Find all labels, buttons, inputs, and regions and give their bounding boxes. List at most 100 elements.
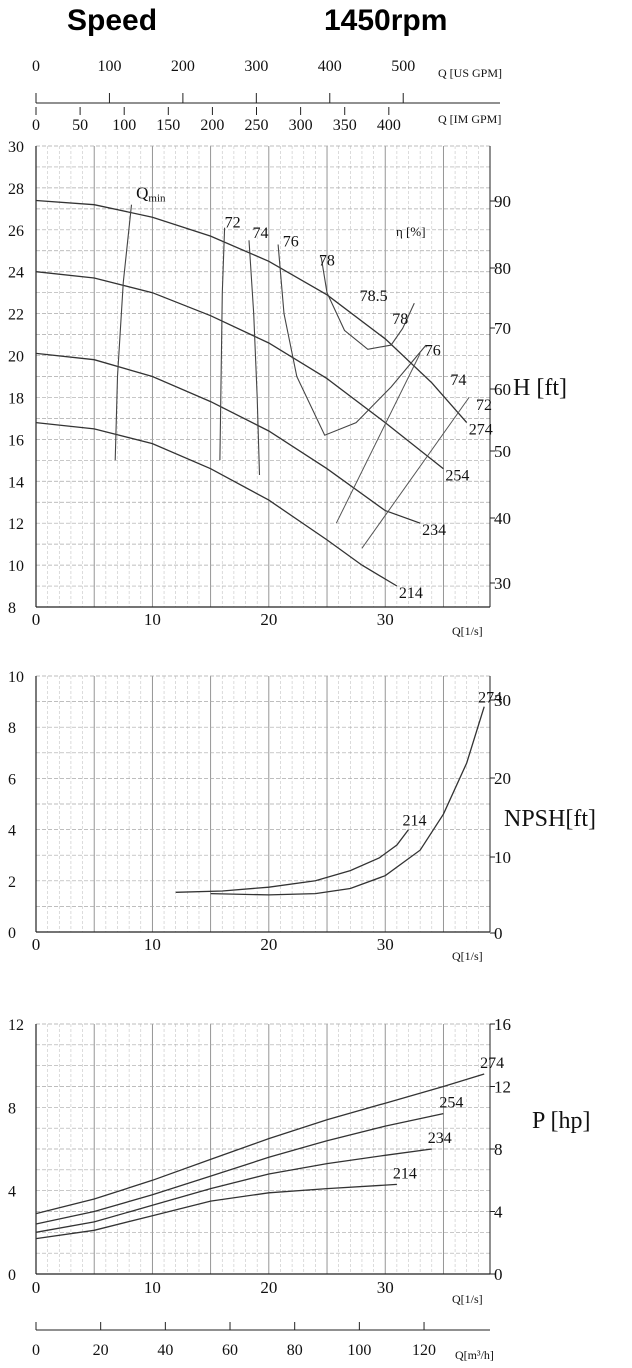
y-tick-label: 8 <box>8 1100 16 1117</box>
im-gpm-tick-label: 0 <box>32 117 40 134</box>
right-tick-label: 16 <box>494 1015 511 1034</box>
right-tick-label: 4 <box>494 1203 503 1222</box>
efficiency-curve-78 <box>320 257 415 350</box>
efficiency-label: 76 <box>425 343 441 360</box>
y-tick-label: 24 <box>8 265 24 282</box>
npsh-right-tick-label: 20 <box>494 769 511 788</box>
right-tick-label: 12 <box>494 1078 511 1097</box>
head-axis-label: H [ft] <box>513 375 567 401</box>
qmin-line <box>114 204 133 461</box>
efficiency-guide-line <box>361 397 470 549</box>
power-curve-274 <box>35 1073 485 1215</box>
x-tick-label: 10 <box>144 1278 161 1297</box>
x-tick-label: 0 <box>32 610 41 629</box>
im-gpm-tick-label: 150 <box>156 117 180 134</box>
efficiency-tick-label: 90 <box>494 192 511 211</box>
us-gpm-tick-label: 400 <box>318 58 342 75</box>
npsh-axis-label: NPSH[ft] <box>504 806 596 832</box>
us-gpm-tick-label: 100 <box>97 58 121 75</box>
efficiency-label: 72 <box>225 215 241 232</box>
y-tick-label: 0 <box>8 1267 16 1284</box>
head-curve-214 <box>35 421 398 587</box>
x-tick-label: 0 <box>32 1278 41 1297</box>
im-gpm-tick-label: 350 <box>333 117 357 134</box>
us-gpm-tick-label: 500 <box>391 58 415 75</box>
m3h-axis-label: Q[m³/h] <box>455 1348 494 1362</box>
head-curve-label: 214 <box>399 585 423 602</box>
efficiency-curve-76 <box>277 244 427 436</box>
head-curve-234 <box>35 352 421 524</box>
x-tick-label: 30 <box>377 610 394 629</box>
us-gpm-axis-label: Q [US GPM] <box>438 66 502 80</box>
power-curve-234 <box>35 1148 432 1233</box>
y-tick-label: 4 <box>8 823 16 840</box>
npsh-curve-214 <box>175 829 410 893</box>
m3h-tick-label: 60 <box>222 1342 238 1359</box>
power-curve-label: 214 <box>393 1165 417 1182</box>
npsh-curve-label: 214 <box>403 813 427 830</box>
npsh-right-tick-label: 0 <box>494 924 503 943</box>
efficiency-axis-label: η [%] <box>396 224 426 239</box>
us-gpm-tick-label: 300 <box>244 58 268 75</box>
y-tick-label: 8 <box>8 720 16 737</box>
power-axis-label: P [hp] <box>532 1108 590 1134</box>
grid <box>35 675 491 933</box>
efficiency-label: 76 <box>283 234 299 251</box>
qmin-subscript: min <box>148 192 166 204</box>
m3h-tick-label: 100 <box>347 1342 371 1359</box>
efficiency-guide-line <box>335 353 421 524</box>
y-tick-label: 10 <box>8 669 24 686</box>
m3h-tick-label: 0 <box>32 1342 40 1359</box>
m3h-tick-label: 120 <box>412 1342 436 1359</box>
y-tick-label: 30 <box>8 139 24 156</box>
efficiency-tick-label: 70 <box>494 319 511 338</box>
im-gpm-tick-label: 300 <box>289 117 313 134</box>
x-tick-label: 30 <box>377 935 394 954</box>
y-tick-label: 12 <box>8 516 24 533</box>
y-tick-label: 2 <box>8 874 16 891</box>
y-tick-label: 0 <box>8 925 16 942</box>
efficiency-label: 78 <box>319 252 335 269</box>
npsh-curve-274 <box>210 706 485 896</box>
y-tick-label: 14 <box>8 474 24 491</box>
im-gpm-tick-label: 200 <box>200 117 224 134</box>
x-tick-label: 0 <box>32 935 41 954</box>
x-axis-label: Q[1/s] <box>452 624 483 638</box>
im-gpm-tick-label: 50 <box>72 117 88 134</box>
efficiency-curve-72 <box>219 227 226 461</box>
y-tick-label: 18 <box>8 390 24 407</box>
efficiency-label: 78 <box>392 311 408 328</box>
m3h-tick-label: 20 <box>93 1342 109 1359</box>
efficiency-label: 78.5 <box>360 288 388 305</box>
y-tick-label: 20 <box>8 349 24 366</box>
y-tick-label: 16 <box>8 432 24 449</box>
y-tick-label: 26 <box>8 223 24 240</box>
im-gpm-tick-label: 100 <box>112 117 136 134</box>
right-tick-label: 8 <box>494 1140 503 1159</box>
x-tick-label: 30 <box>377 1278 394 1297</box>
efficiency-label: 74 <box>450 372 466 389</box>
x-axis-label: Q[1/s] <box>452 1292 483 1306</box>
us-gpm-tick-label: 0 <box>32 58 40 75</box>
y-tick-label: 6 <box>8 771 16 788</box>
power-curve-214 <box>35 1183 397 1240</box>
power-curve-label: 274 <box>480 1055 504 1072</box>
head-curve-label: 234 <box>422 522 446 539</box>
head-curve-label: 274 <box>469 422 493 439</box>
npsh-curve-label: 274 <box>478 690 502 707</box>
im-gpm-axis-label: Q [IM GPM] <box>438 112 501 126</box>
im-gpm-tick-label: 250 <box>245 117 269 134</box>
speed-label: Speed <box>67 4 158 37</box>
x-tick-label: 20 <box>260 935 277 954</box>
y-tick-label: 8 <box>8 600 16 617</box>
head-curve-254 <box>35 271 444 470</box>
efficiency-tick-label: 60 <box>494 380 511 399</box>
x-tick-label: 20 <box>260 610 277 629</box>
head-curve-label: 254 <box>445 468 469 485</box>
power-curve-label: 234 <box>428 1130 452 1147</box>
power-curve-label: 254 <box>439 1095 463 1112</box>
y-tick-label: 28 <box>8 181 24 198</box>
efficiency-tick-label: 80 <box>494 259 511 278</box>
efficiency-label: 72 <box>476 397 492 414</box>
